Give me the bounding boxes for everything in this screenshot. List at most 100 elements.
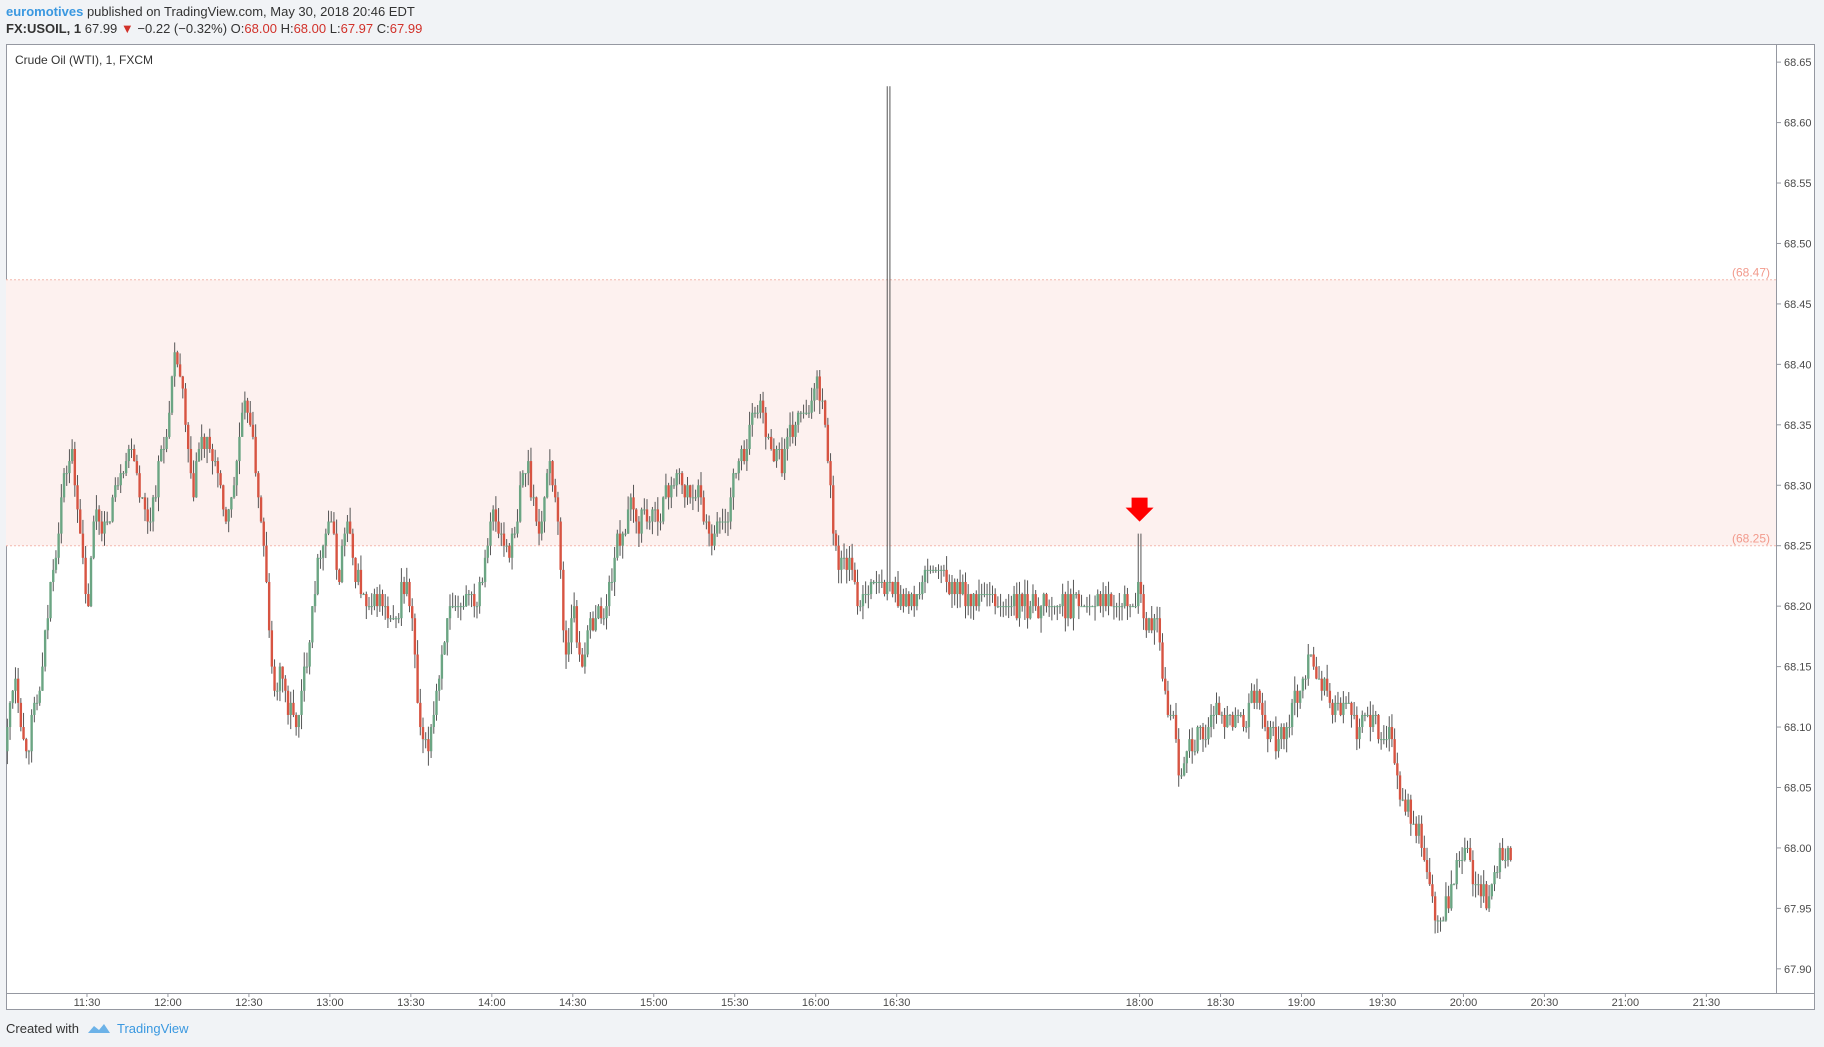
candle bbox=[1398, 771, 1402, 807]
candle bbox=[1096, 589, 1099, 607]
candle bbox=[502, 522, 506, 557]
candle bbox=[321, 544, 325, 571]
ohlc-low-value: 67.97 bbox=[340, 21, 374, 36]
candle bbox=[402, 576, 406, 604]
candle bbox=[454, 595, 457, 612]
candle bbox=[1064, 591, 1067, 632]
candle bbox=[133, 444, 136, 462]
price-chart[interactable]: (68.47) (68.25) 68.65 68.60 68.55 68.50 68.4… bbox=[6, 44, 1815, 1010]
candle bbox=[850, 543, 854, 581]
candle bbox=[826, 417, 830, 464]
candle bbox=[216, 457, 220, 488]
candle bbox=[97, 505, 101, 535]
candle bbox=[1118, 592, 1121, 621]
candle bbox=[594, 605, 597, 632]
candle bbox=[1455, 853, 1458, 890]
candle bbox=[281, 666, 284, 693]
candle bbox=[975, 590, 978, 611]
candle bbox=[1463, 837, 1467, 862]
candle bbox=[729, 487, 732, 530]
candle bbox=[146, 497, 149, 534]
candle bbox=[589, 612, 592, 639]
candle bbox=[1366, 706, 1369, 718]
price-axis[interactable]: 68.65 68.60 68.55 68.50 68.45 68.40 68.35 68.30… bbox=[1776, 57, 1812, 976]
candle bbox=[1039, 605, 1043, 633]
down-arrow-icon bbox=[1125, 497, 1154, 522]
candle bbox=[127, 444, 131, 469]
candle bbox=[303, 652, 306, 702]
candle bbox=[419, 688, 422, 736]
candle bbox=[219, 470, 222, 489]
candle bbox=[726, 511, 730, 536]
candle bbox=[87, 583, 90, 607]
candle bbox=[246, 397, 249, 423]
candle bbox=[643, 498, 646, 515]
time-axis[interactable]: 11:30 12:00 12:30 13:00 13:30 14:00 14:30 15:00… bbox=[74, 993, 1721, 1009]
time-tick-label: 19:00 bbox=[1288, 997, 1316, 1009]
candle bbox=[1433, 891, 1437, 934]
candle bbox=[1450, 870, 1453, 911]
candle bbox=[670, 476, 673, 509]
candle bbox=[84, 545, 87, 604]
candle bbox=[1377, 714, 1380, 744]
candle bbox=[62, 467, 66, 503]
candle bbox=[764, 407, 767, 450]
candle bbox=[610, 568, 614, 591]
candle bbox=[1336, 691, 1340, 711]
candle bbox=[1401, 788, 1404, 802]
last-price: 67.99 bbox=[84, 21, 118, 36]
candle bbox=[6, 718, 9, 765]
candle bbox=[1482, 870, 1485, 903]
candle bbox=[705, 514, 708, 530]
tradingview-logo-icon[interactable] bbox=[87, 1022, 111, 1036]
tradingview-link[interactable]: TradingView bbox=[116, 1021, 189, 1036]
candle bbox=[124, 452, 128, 476]
candle bbox=[265, 531, 268, 584]
candle bbox=[157, 455, 160, 512]
candle bbox=[238, 422, 241, 475]
candle bbox=[491, 505, 495, 531]
candle bbox=[748, 411, 751, 455]
candle bbox=[769, 429, 773, 451]
candle bbox=[68, 449, 71, 484]
author-link[interactable]: euromotives bbox=[6, 4, 84, 19]
candle bbox=[1396, 752, 1399, 790]
candle bbox=[1031, 584, 1035, 614]
candle bbox=[1177, 728, 1180, 787]
candle bbox=[1479, 875, 1483, 908]
candle bbox=[1315, 656, 1318, 680]
candle bbox=[1212, 705, 1215, 730]
time-tick-label: 14:30 bbox=[559, 997, 587, 1009]
candle bbox=[1196, 725, 1199, 754]
candle bbox=[1155, 606, 1159, 633]
candle bbox=[1207, 717, 1210, 745]
candle bbox=[165, 429, 168, 453]
candle bbox=[859, 600, 862, 612]
candle bbox=[365, 591, 368, 620]
candle bbox=[823, 399, 827, 428]
candle bbox=[1110, 592, 1113, 607]
candle bbox=[894, 576, 897, 603]
candle bbox=[929, 565, 932, 574]
candle bbox=[810, 387, 813, 419]
candle bbox=[672, 478, 676, 489]
candle bbox=[205, 436, 209, 464]
candle bbox=[224, 506, 228, 525]
candle bbox=[867, 585, 870, 609]
candle bbox=[988, 582, 991, 607]
candle bbox=[904, 587, 908, 608]
candle bbox=[1406, 793, 1410, 818]
candle bbox=[1217, 696, 1221, 716]
candle bbox=[869, 578, 873, 600]
candle bbox=[680, 471, 684, 495]
price-tick-label: 68.00 bbox=[1784, 843, 1812, 855]
candle bbox=[1023, 579, 1027, 620]
candle bbox=[821, 388, 824, 410]
time-tick-label: 20:00 bbox=[1450, 997, 1478, 1009]
candle bbox=[327, 510, 330, 536]
candle bbox=[578, 631, 581, 662]
candle bbox=[1007, 594, 1010, 619]
candle bbox=[1269, 720, 1272, 743]
time-tick-label: 21:00 bbox=[1612, 997, 1640, 1009]
candle bbox=[1263, 700, 1267, 732]
